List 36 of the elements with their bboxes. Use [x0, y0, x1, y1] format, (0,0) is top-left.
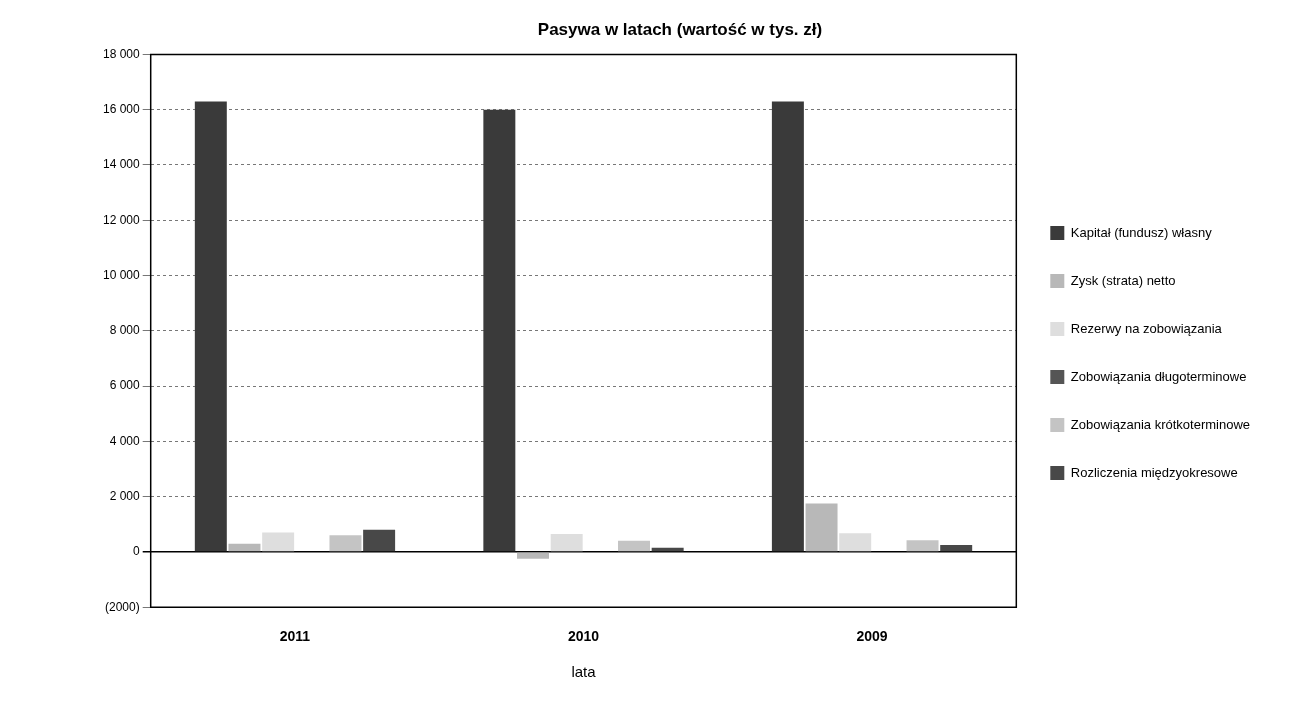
bar: [805, 503, 838, 552]
legend-label: Rezerwy na zobowiązania: [1070, 320, 1223, 336]
x-axis-title: lata: [571, 663, 597, 681]
bar: [906, 540, 939, 552]
y-tick-label: 12 000: [103, 212, 141, 227]
y-tick-label: 16 000: [103, 101, 141, 116]
y-tick-label: 14 000: [103, 157, 141, 172]
y-tick-label: 2 000: [109, 488, 141, 503]
y-tick-label: 0: [133, 544, 141, 559]
x-tick-label: 2009: [856, 628, 888, 645]
bar: [618, 540, 650, 552]
x-tick-label: 2010: [567, 628, 600, 645]
legend-label: Zysk (strata) netto: [1070, 272, 1176, 288]
bar: [194, 101, 227, 552]
y-tick-label: 18 000: [103, 46, 141, 61]
y-tick-label: (2000): [105, 599, 140, 614]
x-tick-label: 2011: [279, 628, 311, 645]
bar: [940, 545, 973, 552]
bar: [363, 529, 396, 552]
bar: [329, 535, 362, 552]
bar: [550, 533, 583, 552]
legend-label: Zobowiązania krótkoterminowe: [1070, 416, 1251, 432]
y-tick-label: 10 000: [103, 267, 141, 282]
legend-label: Kapitał (fundusz) własny: [1070, 224, 1213, 240]
y-tick-label: 6 000: [109, 378, 141, 393]
y-tick-label: 4 000: [109, 433, 141, 448]
bar: [839, 533, 872, 552]
legend-label: Rozliczenia międzyokresowe: [1070, 464, 1238, 480]
legend-label: Zobowiązania długoterminowe: [1070, 368, 1247, 384]
chart-title: Pasywa w latach (wartość w tys. zł): [537, 19, 823, 39]
bar: [771, 101, 804, 552]
bar: [228, 543, 261, 552]
bar: [517, 552, 549, 559]
y-tick-label: 8 000: [109, 323, 141, 338]
bar: [262, 532, 295, 552]
bar: [483, 109, 516, 552]
